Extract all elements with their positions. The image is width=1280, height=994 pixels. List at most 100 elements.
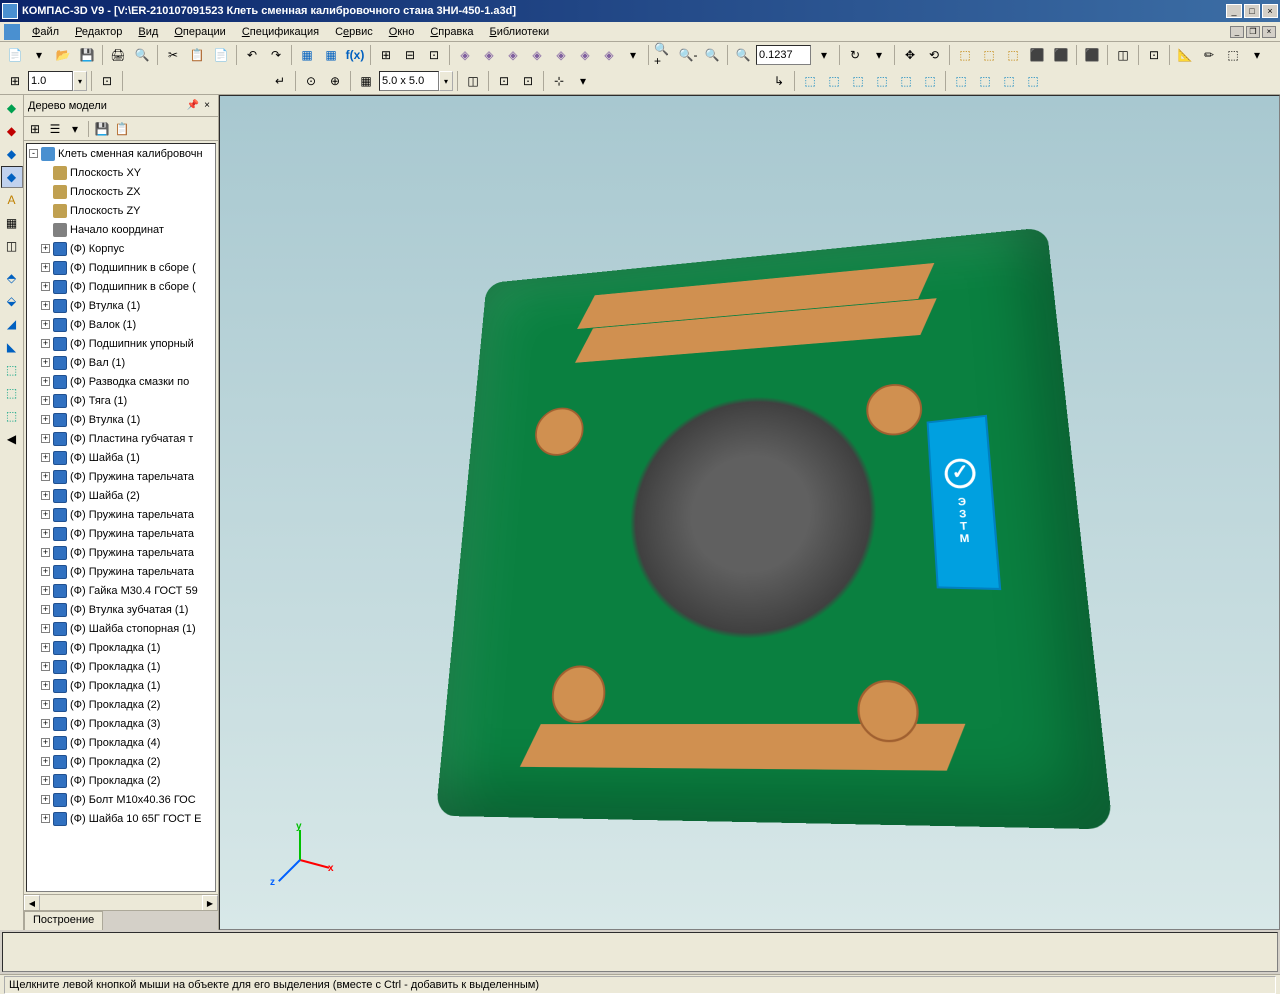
tree-expander[interactable]: + <box>41 776 50 785</box>
hscroll-right-button[interactable]: ▶ <box>202 895 218 911</box>
fx-button[interactable]: f(x) <box>344 44 366 66</box>
grid-button[interactable]: ▦ <box>355 70 377 92</box>
tree-item[interactable]: +(Ф) Прокладка (1) <box>27 638 215 657</box>
lt-14-button[interactable]: ⬚ <box>1 405 23 427</box>
tb-b-button[interactable]: ▦ <box>320 44 342 66</box>
snap2-button[interactable]: ⊕ <box>324 70 346 92</box>
iso6-button[interactable]: ⬚ <box>919 70 941 92</box>
wire3-button[interactable]: ⬚ <box>1002 44 1024 66</box>
tree-item[interactable]: +(Ф) Подшипник в сборе ( <box>27 277 215 296</box>
tree-item[interactable]: +(Ф) Пружина тарельчата <box>27 543 215 562</box>
mdi-minimize-button[interactable]: _ <box>1230 26 1244 38</box>
tree-tb-3-button[interactable]: ▾ <box>66 120 84 138</box>
lt-4-button[interactable]: ◆ <box>1 166 23 188</box>
tree-item[interactable]: Начало координат <box>27 220 215 239</box>
menu-help[interactable]: Справка <box>422 24 481 40</box>
tb-f2-button[interactable]: ◈ <box>478 44 500 66</box>
tree-expander[interactable]: + <box>41 377 50 386</box>
tb2-i-button[interactable]: ↳ <box>768 70 790 92</box>
tree-expander[interactable]: + <box>41 339 50 348</box>
tree-item[interactable]: +(Ф) Шайба 10 65Г ГОСТ Е <box>27 809 215 828</box>
open-button[interactable]: 📂 <box>52 44 74 66</box>
menu-service[interactable]: Сервис <box>327 24 381 40</box>
tree-expander[interactable]: + <box>41 643 50 652</box>
tb-g6-button[interactable]: ▾ <box>1246 44 1268 66</box>
tree-item[interactable]: +(Ф) Прокладка (4) <box>27 733 215 752</box>
lt-11-button[interactable]: ◣ <box>1 336 23 358</box>
tb-g3-button[interactable]: 📐 <box>1174 44 1196 66</box>
lt-8-button[interactable]: ⬘ <box>1 267 23 289</box>
tree-close-button[interactable]: × <box>200 99 214 113</box>
tree-expander[interactable]: + <box>41 434 50 443</box>
tree-expander[interactable]: + <box>41 700 50 709</box>
tb-f6-button[interactable]: ◈ <box>574 44 596 66</box>
tb-f5-button[interactable]: ◈ <box>550 44 572 66</box>
tree-tb-4-button[interactable]: 💾 <box>93 120 111 138</box>
iso3-button[interactable]: ⬚ <box>847 70 869 92</box>
iso9-button[interactable]: ⬚ <box>998 70 1020 92</box>
tb2-e-button[interactable]: ⊡ <box>493 70 515 92</box>
tree-item[interactable]: +(Ф) Пластина губчатая т <box>27 429 215 448</box>
tb-f3-button[interactable]: ◈ <box>502 44 524 66</box>
tree-item[interactable]: +(Ф) Шайба (1) <box>27 448 215 467</box>
iso4-button[interactable]: ⬚ <box>871 70 893 92</box>
persp-button[interactable]: ⬛ <box>1081 44 1103 66</box>
zoom-out-button[interactable]: 🔍- <box>677 44 699 66</box>
tree-expander[interactable]: + <box>41 282 50 291</box>
lt-7-button[interactable]: ◫ <box>1 235 23 257</box>
tree-item[interactable]: +(Ф) Гайка М30.4 ГОСТ 59 <box>27 581 215 600</box>
lt-12-button[interactable]: ⬚ <box>1 359 23 381</box>
tb-d-button[interactable]: ⊟ <box>399 44 421 66</box>
orbit-button[interactable]: ↻ <box>844 44 866 66</box>
tree-expander[interactable]: + <box>41 795 50 804</box>
tree-expander[interactable]: + <box>41 814 50 823</box>
tree-item[interactable]: +(Ф) Тяга (1) <box>27 391 215 410</box>
tb2-g-button[interactable]: ⊹ <box>548 70 570 92</box>
lt-6-button[interactable]: ▦ <box>1 212 23 234</box>
tb-g2-button[interactable]: ⊡ <box>1143 44 1165 66</box>
tree-item[interactable]: +(Ф) Шайба стопорная (1) <box>27 619 215 638</box>
tree-expander[interactable]: + <box>41 529 50 538</box>
iso7-button[interactable]: ⬚ <box>950 70 972 92</box>
viewport-3d[interactable]: Э З Т М x y z <box>219 95 1280 930</box>
orbit-dd-button[interactable]: ▾ <box>868 44 890 66</box>
grid-input[interactable] <box>379 71 439 91</box>
tree-item[interactable]: +(Ф) Пружина тарельчата <box>27 562 215 581</box>
new-button[interactable]: 📄 <box>4 44 26 66</box>
tree-expander[interactable]: + <box>41 624 50 633</box>
tb2-h-button[interactable]: ▾ <box>572 70 594 92</box>
menu-editor[interactable]: Редактор <box>67 24 130 40</box>
tb2-d-button[interactable]: ◫ <box>462 70 484 92</box>
tree-expander[interactable]: + <box>41 548 50 557</box>
tree-item[interactable]: +(Ф) Втулка (1) <box>27 296 215 315</box>
tree-expander[interactable]: + <box>41 396 50 405</box>
shade2-button[interactable]: ⬛ <box>1050 44 1072 66</box>
tree-item[interactable]: +(Ф) Валок (1) <box>27 315 215 334</box>
tree-item[interactable]: +(Ф) Подшипник упорный <box>27 334 215 353</box>
tb-a-button[interactable]: ▦ <box>296 44 318 66</box>
tree-tab-build[interactable]: Построение <box>24 911 103 930</box>
tree-item[interactable]: +(Ф) Втулка (1) <box>27 410 215 429</box>
maximize-button[interactable]: □ <box>1244 4 1260 18</box>
tree-expander[interactable]: + <box>41 491 50 500</box>
lt-2-button[interactable]: ◆ <box>1 120 23 142</box>
menu-libs[interactable]: Библиотеки <box>482 24 558 40</box>
tree-expander[interactable]: + <box>41 586 50 595</box>
tree-item[interactable]: +(Ф) Пружина тарельчата <box>27 467 215 486</box>
paste-button[interactable]: 📄 <box>210 44 232 66</box>
tb2-b-button[interactable]: ⊡ <box>96 70 118 92</box>
tb2-c-button[interactable]: ↵ <box>269 70 291 92</box>
wire1-button[interactable]: ⬚ <box>954 44 976 66</box>
tree-item[interactable]: +(Ф) Болт М10х40.36 ГОС <box>27 790 215 809</box>
tree-expander[interactable]: + <box>41 263 50 272</box>
tree-item[interactable]: +(Ф) Корпус <box>27 239 215 258</box>
tb2-f-button[interactable]: ⊡ <box>517 70 539 92</box>
menu-window[interactable]: Окно <box>381 24 423 40</box>
wire2-button[interactable]: ⬚ <box>978 44 1000 66</box>
tree-expander[interactable]: + <box>41 244 50 253</box>
menu-view[interactable]: Вид <box>130 24 166 40</box>
preview-button[interactable]: 🔍 <box>131 44 153 66</box>
tree-expander[interactable]: + <box>41 320 50 329</box>
tb-c-button[interactable]: ⊞ <box>375 44 397 66</box>
tree-item[interactable]: +(Ф) Разводка смазки по <box>27 372 215 391</box>
